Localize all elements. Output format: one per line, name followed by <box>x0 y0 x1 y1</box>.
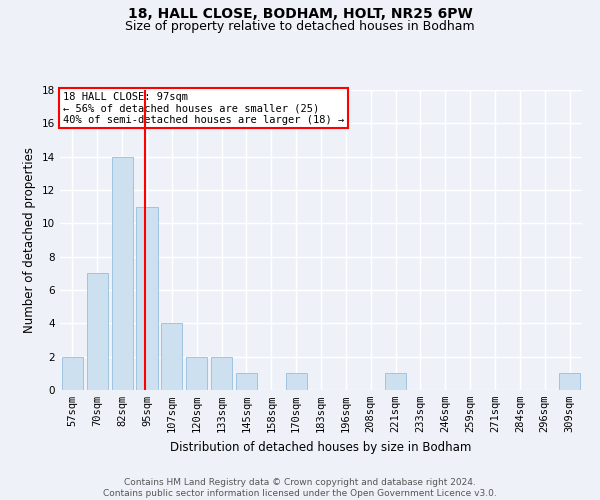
Y-axis label: Number of detached properties: Number of detached properties <box>23 147 37 333</box>
Bar <box>186 356 207 390</box>
Bar <box>211 356 232 390</box>
X-axis label: Distribution of detached houses by size in Bodham: Distribution of detached houses by size … <box>170 440 472 454</box>
Bar <box>62 356 83 390</box>
Bar <box>87 274 108 390</box>
Bar <box>161 324 182 390</box>
Text: 18 HALL CLOSE: 97sqm
← 56% of detached houses are smaller (25)
40% of semi-detac: 18 HALL CLOSE: 97sqm ← 56% of detached h… <box>62 92 344 124</box>
Text: Size of property relative to detached houses in Bodham: Size of property relative to detached ho… <box>125 20 475 33</box>
Bar <box>136 206 158 390</box>
Bar <box>112 156 133 390</box>
Text: Contains HM Land Registry data © Crown copyright and database right 2024.
Contai: Contains HM Land Registry data © Crown c… <box>103 478 497 498</box>
Bar <box>559 374 580 390</box>
Bar <box>286 374 307 390</box>
Bar <box>236 374 257 390</box>
Bar <box>385 374 406 390</box>
Text: 18, HALL CLOSE, BODHAM, HOLT, NR25 6PW: 18, HALL CLOSE, BODHAM, HOLT, NR25 6PW <box>128 8 472 22</box>
